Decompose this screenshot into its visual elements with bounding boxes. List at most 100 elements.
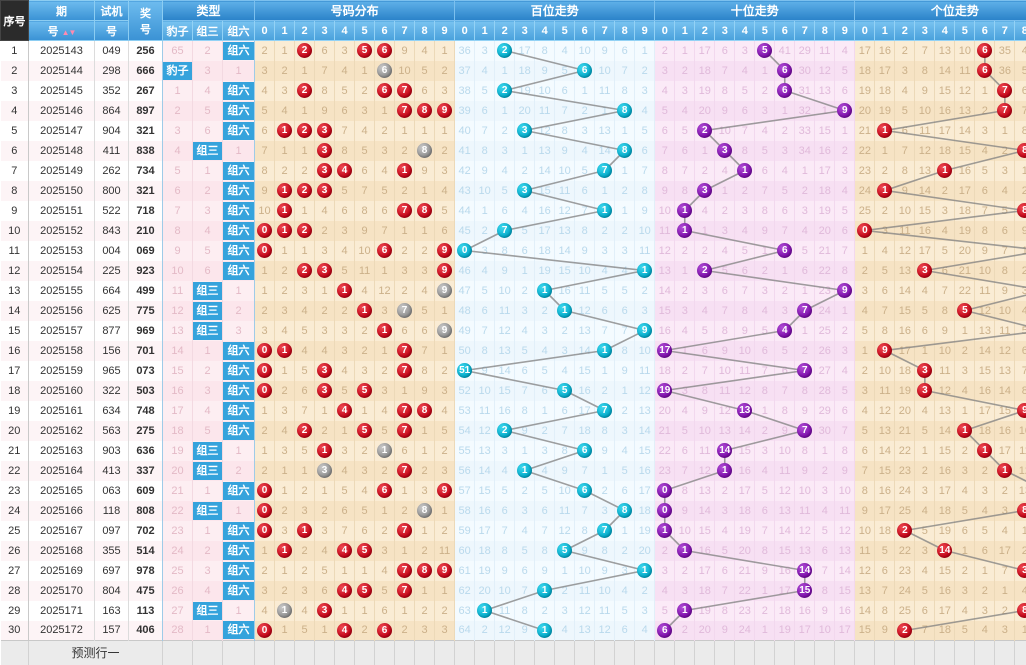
header-type-zusan[interactable]: 组三 — [193, 21, 223, 41]
header-unit-col-7[interactable]: 7 — [995, 21, 1015, 41]
cell-issue[interactable]: 2025164 — [29, 461, 95, 481]
header-tens-col-0[interactable]: 0 — [655, 21, 675, 41]
header-dist-col-4[interactable]: 4 — [335, 21, 355, 41]
cell-issue[interactable]: 2025150 — [29, 181, 95, 201]
header-unit-col-4[interactable]: 4 — [935, 21, 955, 41]
cell-issue[interactable]: 2025145 — [29, 81, 95, 101]
header-hund-col-2[interactable]: 2 — [495, 21, 515, 41]
header-dist-col-7[interactable]: 7 — [395, 21, 415, 41]
header-tens-col-2[interactable]: 2 — [695, 21, 715, 41]
header-dist-col-3[interactable]: 3 — [315, 21, 335, 41]
cell-issue[interactable]: 2025168 — [29, 541, 95, 561]
cell-issue[interactable]: 2025155 — [29, 281, 95, 301]
cell-issue[interactable]: 2025162 — [29, 421, 95, 441]
header-dist-col-9[interactable]: 9 — [435, 21, 455, 41]
header-unit-col-1[interactable]: 1 — [875, 21, 895, 41]
header-unit-col-6[interactable]: 6 — [975, 21, 995, 41]
cell-issue[interactable]: 2025156 — [29, 301, 95, 321]
header-hund-col-0[interactable]: 0 — [455, 21, 475, 41]
footer-label[interactable]: 预测行一 — [29, 641, 163, 665]
cell-issue[interactable]: 2025170 — [29, 581, 95, 601]
cell-issue[interactable]: 2025158 — [29, 341, 95, 361]
cell-issue[interactable]: 2025169 — [29, 561, 95, 581]
header-dist-col-8[interactable]: 8 — [415, 21, 435, 41]
cell-issue[interactable]: 2025144 — [29, 61, 95, 81]
header-seq[interactable]: 序号 — [1, 1, 29, 41]
header-prize[interactable]: 奖 号 — [129, 1, 163, 41]
header-tens-col-6[interactable]: 6 — [775, 21, 795, 41]
header-hund-col-8[interactable]: 8 — [615, 21, 635, 41]
header-hund-col-5[interactable]: 5 — [555, 21, 575, 41]
cell-issue[interactable]: 2025148 — [29, 141, 95, 161]
cell-issue[interactable]: 2025152 — [29, 221, 95, 241]
cell-issue[interactable]: 2025151 — [29, 201, 95, 221]
header-tens-col-7[interactable]: 7 — [795, 21, 815, 41]
cell-issue[interactable]: 2025167 — [29, 521, 95, 541]
header-test-bottom[interactable]: 号 — [95, 21, 129, 41]
cell-issue[interactable]: 2025161 — [29, 401, 95, 421]
header-unit-col-2[interactable]: 2 — [895, 21, 915, 41]
header-test-top[interactable]: 试机 — [95, 1, 129, 21]
cell-issue[interactable]: 2025157 — [29, 321, 95, 341]
header-issue-top[interactable]: 期 — [29, 1, 95, 21]
header-dist-col-5[interactable]: 5 — [355, 21, 375, 41]
cell-issue[interactable]: 2025159 — [29, 361, 95, 381]
cell-issue[interactable]: 2025149 — [29, 161, 95, 181]
cell-issue[interactable]: 2025165 — [29, 481, 95, 501]
header-hund-col-9[interactable]: 9 — [635, 21, 655, 41]
header-hund-col-4[interactable]: 4 — [535, 21, 555, 41]
header-hund-col-6[interactable]: 6 — [575, 21, 595, 41]
cell-issue[interactable]: 2025171 — [29, 601, 95, 621]
header-unit-col-3[interactable]: 3 — [915, 21, 935, 41]
sort-arrows-icon[interactable]: ▲▼ — [62, 28, 76, 37]
header-type-zuliu[interactable]: 组六 — [223, 21, 255, 41]
header-dist-col-6[interactable]: 6 — [375, 21, 395, 41]
header-hund-col-3[interactable]: 3 — [515, 21, 535, 41]
cell-issue[interactable]: 2025153 — [29, 241, 95, 261]
cell-issue[interactable]: 2025166 — [29, 501, 95, 521]
cell-issue[interactable]: 2025163 — [29, 441, 95, 461]
header-dist-col-1[interactable]: 1 — [275, 21, 295, 41]
header-unit-col-0[interactable]: 0 — [855, 21, 875, 41]
header-dist-col-2[interactable]: 2 — [295, 21, 315, 41]
cell-issue[interactable]: 2025154 — [29, 261, 95, 281]
cell-issue[interactable]: 2025146 — [29, 101, 95, 121]
header-hund-col-7[interactable]: 7 — [595, 21, 615, 41]
header-dist-col-0[interactable]: 0 — [255, 21, 275, 41]
header-tens-col-9[interactable]: 9 — [835, 21, 855, 41]
header-tens-col-5[interactable]: 5 — [755, 21, 775, 41]
header-unit-col-5[interactable]: 5 — [955, 21, 975, 41]
header-hund-col-1[interactable]: 1 — [475, 21, 495, 41]
header-issue-sort[interactable]: 号 ▲▼ — [29, 21, 95, 41]
header-tens-col-4[interactable]: 4 — [735, 21, 755, 41]
header-type-baozi[interactable]: 豹子 — [163, 21, 193, 41]
header-tens-col-3[interactable]: 3 — [715, 21, 735, 41]
header-tens-col-1[interactable]: 1 — [675, 21, 695, 41]
header-unit-col-8[interactable]: 8 — [1015, 21, 1026, 41]
